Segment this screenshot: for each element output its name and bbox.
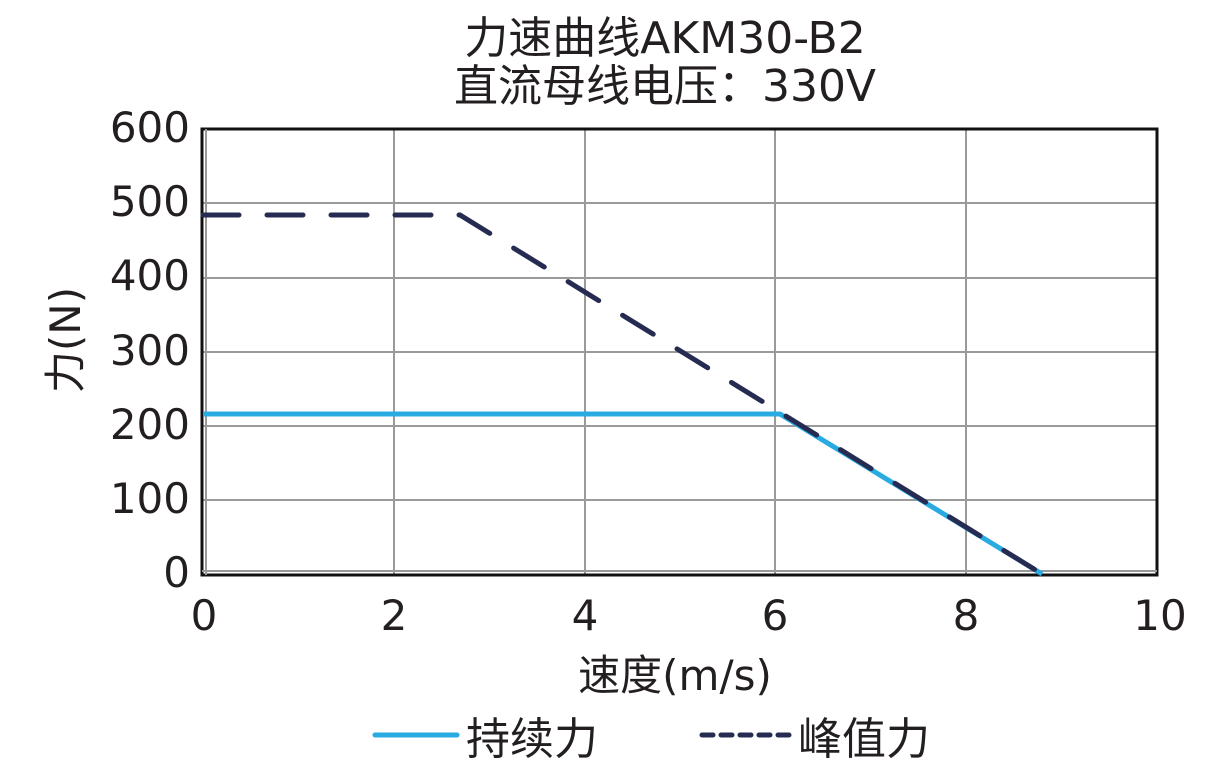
x-tick-2: 2 — [381, 591, 408, 640]
legend-item-continuous: 持续力 — [372, 705, 598, 765]
x-tick-0: 0 — [191, 591, 218, 640]
legend-label-peak: 峰值力 — [798, 714, 930, 765]
y-tick-300: 300 — [110, 326, 190, 375]
y-tick-100: 100 — [110, 474, 190, 523]
x-tick-10: 10 — [1133, 591, 1186, 640]
x-tick-6: 6 — [762, 591, 789, 640]
dashed-line-swatch-icon — [699, 732, 793, 738]
y-tick-500: 500 — [110, 177, 190, 226]
legend-label-continuous: 持续力 — [466, 714, 598, 765]
legend: 持续力 峰值力 — [0, 705, 1230, 765]
plot-frame — [200, 127, 1159, 577]
x-axis-label: 速度(m/s) — [578, 651, 772, 700]
y-tick-600: 600 — [110, 103, 190, 152]
legend-item-peak: 峰值力 — [698, 705, 930, 765]
y-tick-400: 400 — [110, 251, 190, 300]
x-tick-4: 4 — [572, 591, 599, 640]
series-peak-force — [200, 212, 1045, 577]
x-tick-8: 8 — [953, 591, 980, 640]
y-tick-200: 200 — [110, 400, 190, 449]
y-tick-0: 0 — [163, 548, 190, 597]
solid-line-swatch-icon — [372, 732, 460, 738]
y-axis-label: 力(N) — [41, 287, 90, 393]
chart-subtitle: 直流母线电压：330V — [453, 61, 877, 112]
chart-title: 力速曲线AKM30-B2 — [464, 13, 866, 64]
